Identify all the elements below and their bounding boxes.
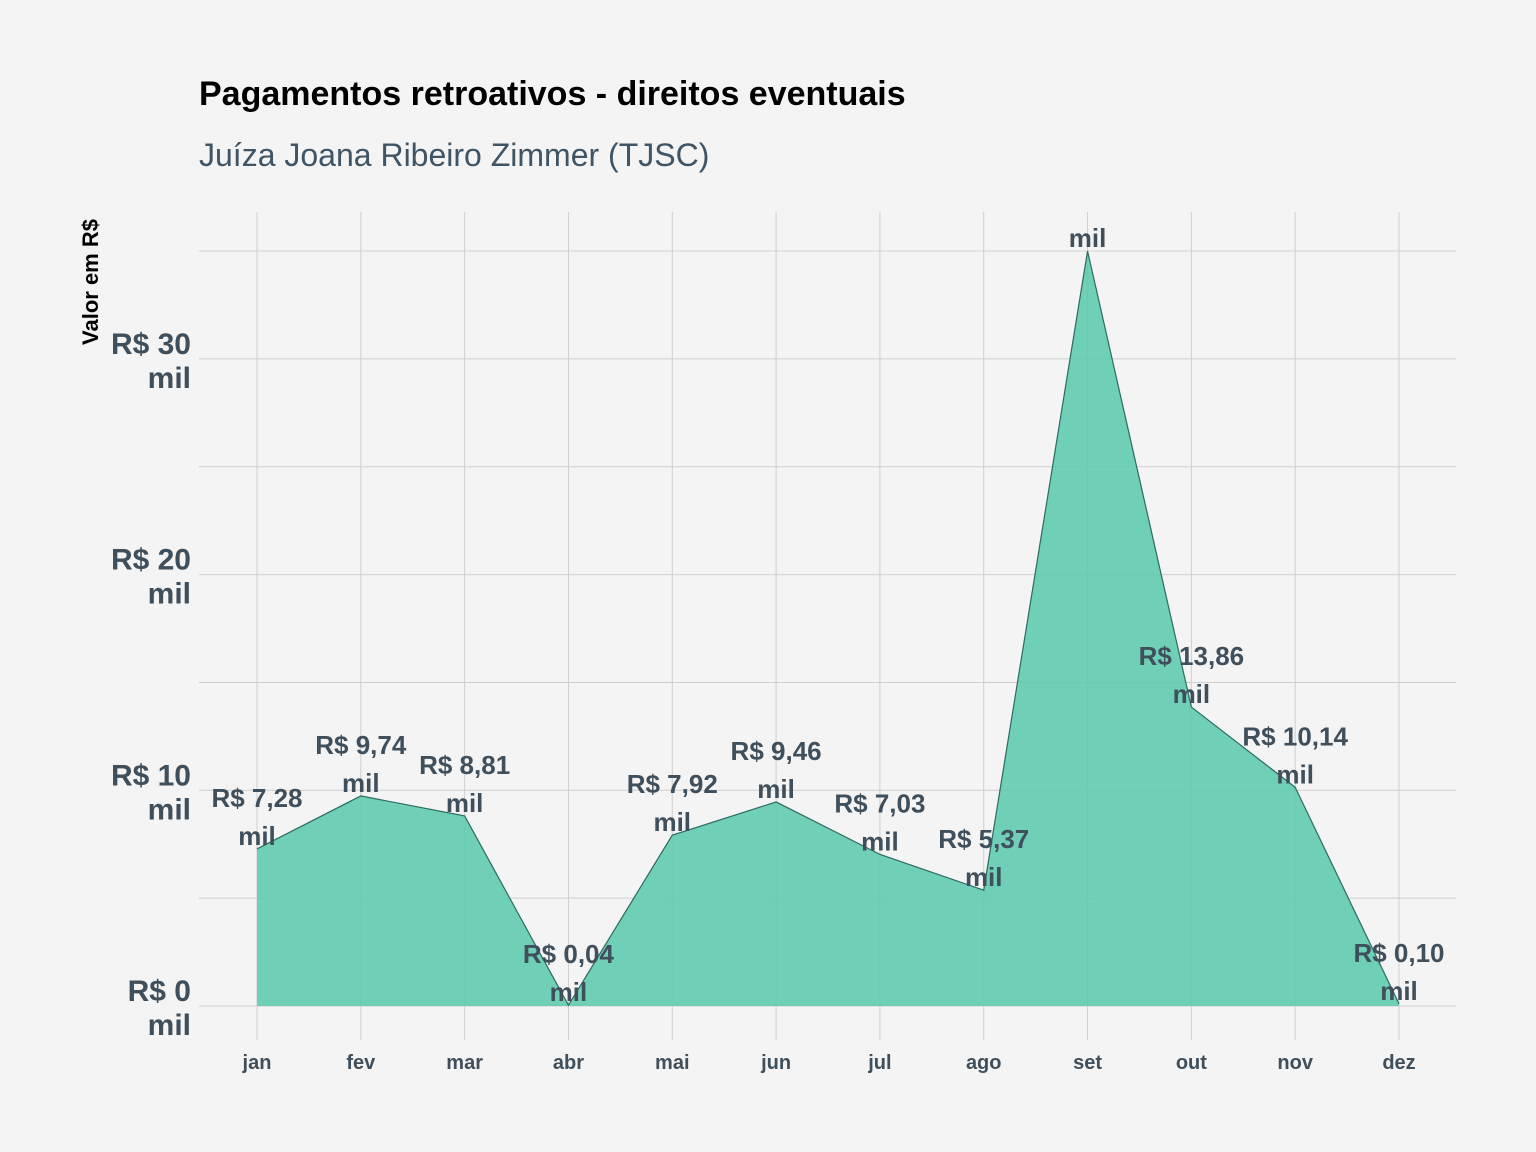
x-tick-mar: mar [446,1052,483,1074]
x-tick-dez: dez [1382,1052,1415,1074]
data-label-value-mar: R$ 8,81 [419,750,510,780]
x-tick-set: set [1073,1052,1102,1074]
data-label-value-jul: R$ 7,03 [834,788,925,818]
data-label-unit-ago: mil [965,862,1003,892]
y-tick-0: R$ 0 [128,975,191,1008]
data-label-value-fev: R$ 9,74 [315,730,407,760]
area-layer [256,250,1400,1007]
data-label-unit-nov: mil [1276,759,1314,789]
x-tick-out: out [1176,1052,1207,1074]
data-label-value-out: R$ 13,86 [1139,641,1245,671]
data-label-value-mai: R$ 7,92 [627,769,718,799]
data-label-unit-set: mil [1069,223,1107,253]
data-label-unit-dez: mil [1380,976,1418,1006]
y-tick-30: R$ 30 [111,328,191,361]
area-fill [257,251,1399,1007]
x-tick-nov: nov [1277,1052,1313,1074]
y-tick-unit-10: mil [148,793,191,826]
data-label-unit-jan: mil [238,821,276,851]
chart-title: Pagamentos retroativos - direitos eventu… [199,75,906,113]
data-label-value-abr: R$ 0,04 [523,939,615,969]
y-axis-label: Valor em R$ [78,219,103,345]
data-label-value-jun: R$ 9,46 [731,736,822,766]
y-tick-10: R$ 10 [111,759,191,792]
y-tick-unit-30: mil [148,362,191,395]
data-label-value-jan: R$ 7,28 [211,783,302,813]
data-label-unit-jul: mil [861,826,899,856]
y-tick-20: R$ 20 [111,544,191,577]
x-tick-ago: ago [966,1052,1002,1074]
y-tick-unit-20: mil [148,578,191,611]
y-tick-unit-0: mil [148,1009,191,1042]
data-label-unit-out: mil [1173,679,1211,709]
axis-layer: jan fev mar abr mai jun jul ago set out nov dez R$ 0… [111,328,1416,1074]
x-tick-jun: jun [760,1052,791,1074]
label-layer: R$ 7,28 mil R$ 9,74 mil R$ 8,81 mil R$ 0,04 mil… [211,223,1444,1007]
x-tick-fev: fev [346,1052,376,1074]
x-tick-abr: abr [553,1052,584,1074]
chart-subtitle: Juíza Joana Ribeiro Zimmer (TJSC) [199,137,709,173]
data-label-value-ago: R$ 5,37 [938,824,1029,854]
x-tick-jan: jan [242,1052,272,1074]
data-label-value-nov: R$ 10,14 [1242,721,1348,751]
data-label-unit-jun: mil [757,774,795,804]
area-line [256,250,1400,1007]
data-label-unit-mar: mil [446,788,484,818]
data-label-unit-fev: mil [342,768,380,798]
data-label-unit-mai: mil [653,807,691,837]
data-label-value-dez: R$ 0,10 [1353,938,1444,968]
x-tick-mai: mai [655,1052,689,1074]
data-label-unit-abr: mil [550,977,588,1007]
x-tick-jul: jul [867,1052,891,1074]
